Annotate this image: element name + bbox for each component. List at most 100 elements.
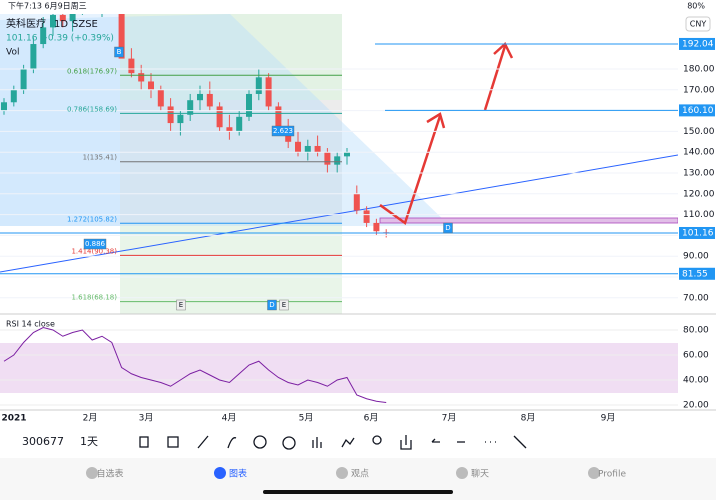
time-label: 3月 <box>139 413 154 424</box>
time-label: 7月 <box>442 413 457 424</box>
candle-body <box>99 0 105 2</box>
fib-label: 0.786(158.69) <box>67 105 117 113</box>
tab-label[interactable]: 聊天 <box>471 468 489 480</box>
candle-body <box>30 44 37 69</box>
status-time: 下午7:13 6月9日周三 <box>8 1 87 11</box>
candle-body <box>187 100 194 115</box>
candle-body <box>20 69 27 90</box>
symbol: 英科医疗 <box>6 17 46 30</box>
level-label: 101.16 <box>682 228 714 238</box>
annotation-box <box>271 125 295 137</box>
annotation: B <box>117 48 122 56</box>
toolbar <box>0 430 716 454</box>
toolbar-interval[interactable]: 1天 <box>80 435 98 448</box>
candle-body <box>295 141 301 153</box>
battery: 80% <box>687 2 705 11</box>
candle-body <box>10 89 17 103</box>
time-label: 9月 <box>601 413 616 424</box>
rsi-title: RSI 14 close <box>6 320 55 329</box>
price-label: 150.00 <box>683 127 715 137</box>
annotation-box <box>176 299 186 311</box>
fib-label: 1.414(90.38) <box>71 247 117 255</box>
tab-label[interactable]: 观点 <box>351 469 369 480</box>
level-box <box>679 226 715 239</box>
price-label: 110.00 <box>683 210 715 220</box>
candle-body <box>89 0 95 2</box>
candle-body <box>373 222 380 232</box>
annotation-box <box>114 46 124 58</box>
volume-label: Vol <box>6 48 19 58</box>
annotation-box <box>279 299 289 311</box>
rsi-band <box>0 343 678 393</box>
candle-body <box>148 81 154 90</box>
candle-body <box>353 193 360 211</box>
home-indicator <box>263 490 453 494</box>
level-label: 81.55 <box>682 269 708 279</box>
price-label: 90.00 <box>683 252 709 262</box>
toolbar-symbol[interactable]: 300677 <box>22 435 64 448</box>
annotation-box <box>267 299 277 311</box>
time-label: 6月 <box>364 413 379 424</box>
price-label: 70.00 <box>683 293 709 303</box>
candle-body <box>255 77 262 94</box>
candle-body <box>265 77 272 107</box>
tab-label[interactable]: 图表 <box>229 468 247 480</box>
currency-button[interactable] <box>685 16 711 32</box>
tab-icon <box>336 467 348 479</box>
candle-body <box>69 14 76 22</box>
fib-label: 0.618(176.97) <box>67 67 117 75</box>
level-label: 192.04 <box>682 39 714 49</box>
level-box <box>679 37 715 50</box>
candle-body <box>1 102 7 111</box>
level-box <box>679 267 715 280</box>
candle-body <box>59 14 66 22</box>
annotation: E <box>282 301 286 309</box>
candle-body <box>50 14 56 28</box>
exchange: SZSE <box>72 19 98 30</box>
candle-body <box>226 127 233 132</box>
tab-icon <box>456 467 468 479</box>
price-label: 170.00 <box>683 85 715 95</box>
annotation: 0.886 <box>85 240 106 248</box>
candle-body <box>275 106 282 128</box>
annotation-box <box>443 222 453 234</box>
interval: 1D <box>54 19 68 30</box>
annotation: D <box>269 301 274 309</box>
time-label: 5月 <box>299 413 314 424</box>
rsi-line <box>3 326 387 403</box>
rsi-label: 60.00 <box>683 351 709 361</box>
candle-body <box>138 73 145 82</box>
annotation: 2.623 <box>273 127 293 135</box>
fib-label: 1(135.41) <box>83 154 118 162</box>
time-label: 2021 <box>1 414 26 424</box>
candle-body <box>304 145 311 153</box>
level-label: 160.10 <box>682 106 714 116</box>
price-label: 120.00 <box>683 189 715 199</box>
candle-body <box>167 106 174 124</box>
candle-body <box>40 27 47 45</box>
rsi-label: 80.00 <box>683 326 709 336</box>
price-label: 140.00 <box>683 148 715 158</box>
price-label: 180.00 <box>683 65 715 75</box>
candle-body <box>216 106 223 128</box>
time-label: 2月 <box>83 413 98 424</box>
candle-body <box>128 58 135 74</box>
rsi-label: 20.00 <box>683 401 709 411</box>
candle-body <box>206 93 213 107</box>
tab-label[interactable]: 自选表 <box>96 468 123 480</box>
tab-label[interactable]: Profile <box>598 470 626 480</box>
currency: CNY <box>690 20 707 29</box>
candle-body <box>334 156 341 165</box>
toolbar-icons[interactable] <box>139 435 527 450</box>
candle-body <box>344 152 350 157</box>
rsi-label: 40.00 <box>683 376 709 386</box>
tab-icon <box>86 467 98 479</box>
fib-label: 1.618(68.18) <box>71 294 117 302</box>
candle-body <box>118 14 125 59</box>
candle-body <box>236 116 243 132</box>
tab-icon <box>588 467 600 479</box>
annotation-box <box>83 238 107 250</box>
candle-body <box>314 145 321 153</box>
candles <box>1 0 390 238</box>
candle-body <box>363 210 370 223</box>
